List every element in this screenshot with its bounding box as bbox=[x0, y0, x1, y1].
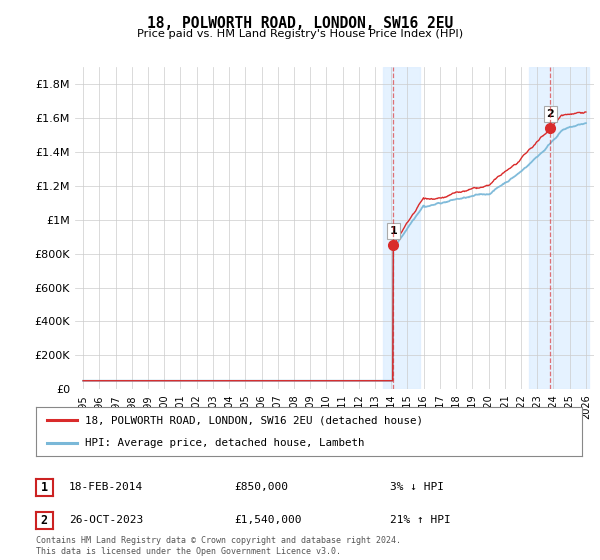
Text: 1: 1 bbox=[389, 226, 397, 236]
Text: 18, POLWORTH ROAD, LONDON, SW16 2EU (detached house): 18, POLWORTH ROAD, LONDON, SW16 2EU (det… bbox=[85, 416, 423, 426]
Text: £850,000: £850,000 bbox=[234, 482, 288, 492]
Text: Price paid vs. HM Land Registry's House Price Index (HPI): Price paid vs. HM Land Registry's House … bbox=[137, 29, 463, 39]
Text: 18, POLWORTH ROAD, LONDON, SW16 2EU: 18, POLWORTH ROAD, LONDON, SW16 2EU bbox=[147, 16, 453, 31]
Text: 21% ↑ HPI: 21% ↑ HPI bbox=[390, 515, 451, 525]
Bar bbox=[529, 67, 589, 389]
Text: 18-FEB-2014: 18-FEB-2014 bbox=[69, 482, 143, 492]
Text: 1: 1 bbox=[41, 481, 48, 494]
Text: 2: 2 bbox=[41, 514, 48, 527]
Bar bbox=[383, 67, 421, 389]
Text: 3% ↓ HPI: 3% ↓ HPI bbox=[390, 482, 444, 492]
Text: 2: 2 bbox=[547, 109, 554, 119]
Text: HPI: Average price, detached house, Lambeth: HPI: Average price, detached house, Lamb… bbox=[85, 438, 365, 448]
Text: 26-OCT-2023: 26-OCT-2023 bbox=[69, 515, 143, 525]
Text: Contains HM Land Registry data © Crown copyright and database right 2024.
This d: Contains HM Land Registry data © Crown c… bbox=[36, 536, 401, 556]
Text: £1,540,000: £1,540,000 bbox=[234, 515, 302, 525]
